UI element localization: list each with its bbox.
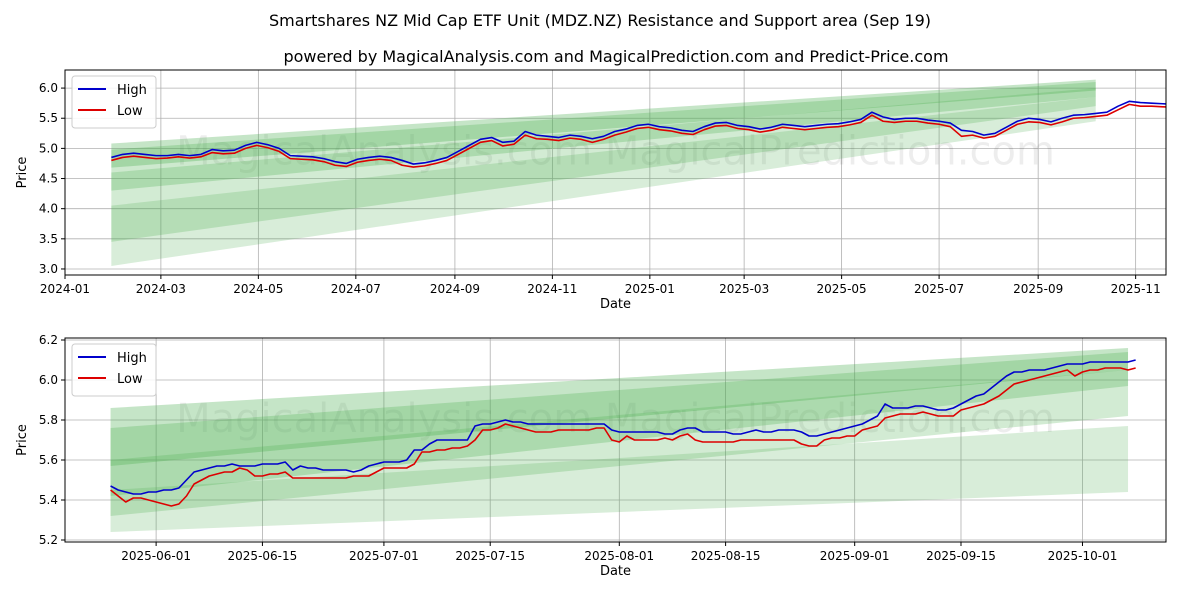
x-axis-label: Date (600, 564, 631, 579)
x-tick-label: 2025-08-15 (691, 549, 761, 563)
support-resistance-band (110, 348, 1129, 466)
legend-label-low: Low (117, 104, 143, 119)
chart-title: Smartshares NZ Mid Cap ETF Unit (MDZ.NZ)… (269, 11, 931, 30)
y-tick-label: 5.5 (39, 111, 58, 125)
x-tick-label: 2024-09 (430, 282, 480, 296)
series-group (111, 100, 1166, 168)
series-group (110, 359, 1136, 507)
band-group (110, 348, 1129, 532)
low-price-line (110, 367, 1136, 507)
x-tick-label: 2025-11 (1111, 282, 1161, 296)
y-tick-label: 6.2 (39, 333, 58, 347)
x-tick-label: 2024-01 (40, 282, 90, 296)
y-tick-label: 5.2 (39, 533, 58, 547)
x-tick-label: 2025-07 (914, 282, 964, 296)
x-tick-label: 2025-01 (625, 282, 675, 296)
y-axis-label: Price (15, 424, 30, 456)
bottom-chart-panel: MagicalAnalysis.com MagicalPrediction.co… (15, 333, 1167, 579)
y-tick-label: 5.0 (39, 141, 58, 155)
x-axis-label: Date (600, 297, 631, 312)
x-tick-label: 2025-09-01 (820, 549, 890, 563)
x-tick-label: 2025-06-15 (228, 549, 298, 563)
watermark-text: MagicalAnalysis.com MagicalPrediction.co… (176, 128, 1055, 174)
y-axis-label: Price (15, 157, 30, 189)
x-tick-label: 2025-09-15 (926, 549, 996, 563)
x-tick-label: 2024-03 (136, 282, 186, 296)
high-price-line (110, 359, 1136, 495)
legend-label-high: High (117, 351, 147, 366)
top-chart-panel: MagicalAnalysis.com MagicalPrediction.co… (15, 69, 1167, 312)
chart-subtitle: powered by MagicalAnalysis.com and Magic… (283, 47, 948, 66)
low-price-line (111, 103, 1166, 168)
y-tick-label: 6.0 (39, 373, 58, 387)
y-tick-label: 5.6 (39, 453, 58, 467)
x-tick-label: 2025-08-01 (584, 549, 654, 563)
y-tick-label: 5.4 (39, 493, 58, 507)
support-resistance-band (111, 97, 1096, 266)
y-tick-label: 4.5 (39, 172, 58, 186)
x-tick-label: 2025-07-15 (455, 549, 525, 563)
x-tick-label: 2024-07 (331, 282, 381, 296)
y-tick-label: 5.8 (39, 413, 58, 427)
plot-frame (64, 337, 1167, 543)
y-tick-label: 3.5 (39, 232, 58, 246)
y-tick-label: 3.0 (39, 262, 58, 276)
support-resistance-band (110, 370, 1129, 516)
x-tick-label: 2025-07-01 (349, 549, 419, 563)
y-tick-label: 6.0 (39, 81, 58, 95)
x-tick-label: 2025-03 (719, 282, 769, 296)
x-tick-label: 2025-09 (1013, 282, 1063, 296)
y-tick-label: 4.0 (39, 202, 58, 216)
support-resistance-band (111, 79, 1096, 168)
legend-label-high: High (117, 83, 147, 98)
x-tick-label: 2025-10-01 (1048, 549, 1118, 563)
high-price-line (111, 100, 1166, 165)
x-tick-label: 2024-11 (527, 282, 577, 296)
support-resistance-band (111, 88, 1096, 242)
legend-label-low: Low (117, 372, 143, 387)
x-tick-label: 2024-05 (233, 282, 283, 296)
support-resistance-band (110, 352, 1129, 496)
x-tick-label: 2025-06-01 (121, 549, 191, 563)
support-resistance-band (110, 426, 1129, 532)
x-tick-label: 2025-05 (817, 282, 867, 296)
plot-frame (64, 69, 1167, 276)
watermark-text: MagicalAnalysis.com MagicalPrediction.co… (176, 396, 1055, 442)
